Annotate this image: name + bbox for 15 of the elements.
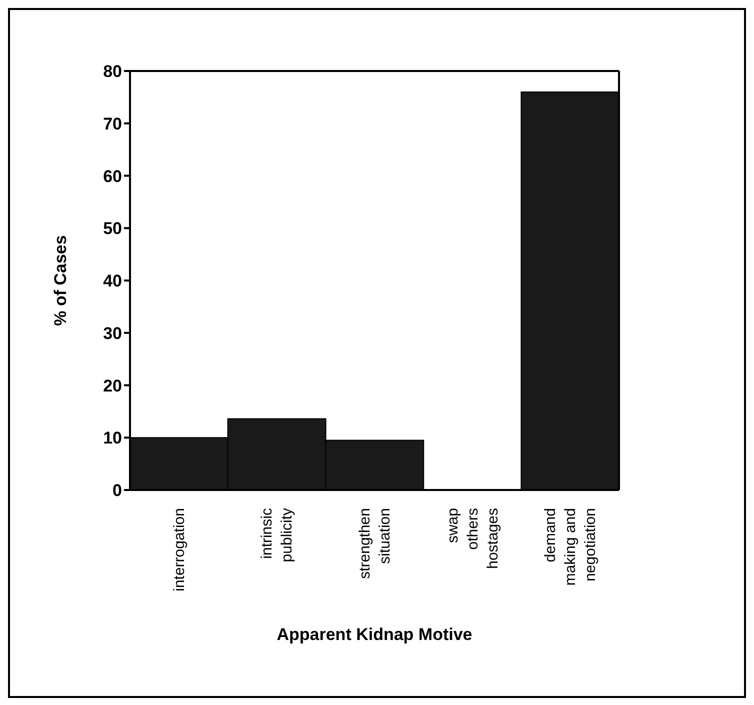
y-tick-label: 40 — [103, 272, 122, 291]
x-axis-title: Apparent Kidnap Motive — [276, 625, 472, 644]
y-axis-title: % of Cases — [51, 235, 70, 326]
y-tick-label: 20 — [103, 376, 122, 396]
y-tick-label: 0 — [112, 481, 122, 500]
x-tick-label: interrogation — [170, 508, 188, 592]
y-tick-label: 10 — [103, 428, 122, 448]
y-tick-label: 60 — [103, 166, 122, 186]
y-tick-label: 80 — [103, 62, 122, 82]
x-tick-label: strengthen situation — [356, 508, 394, 579]
x-tick-label: intrinsic publicity — [258, 508, 296, 562]
x-tick-label: swap others hostages — [444, 508, 502, 569]
y-tick-label: 70 — [103, 114, 122, 134]
y-tick-label: 50 — [103, 219, 122, 238]
y-tick-label: 30 — [103, 324, 122, 343]
